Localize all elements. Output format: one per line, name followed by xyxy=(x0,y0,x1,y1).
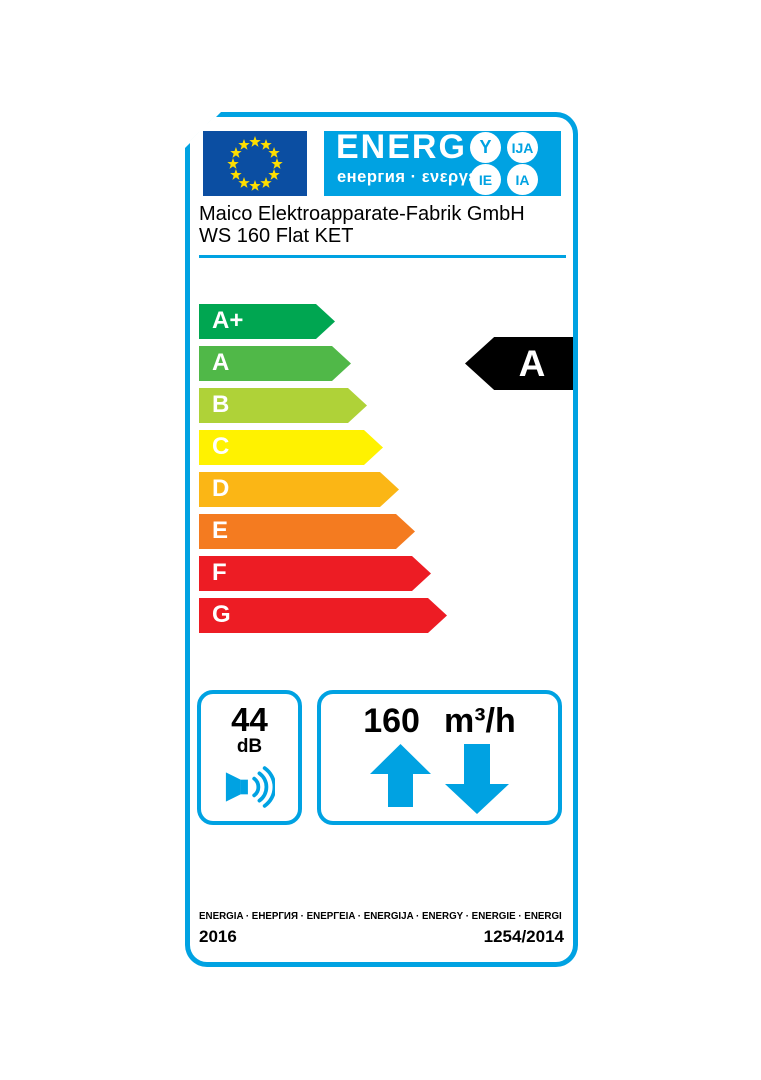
energ-language-badges: Y IJA IE IA xyxy=(470,132,538,195)
footer-year: 2016 xyxy=(199,927,237,946)
header-divider xyxy=(199,255,566,258)
noise-box: 44 dB xyxy=(197,690,302,825)
scale-arrow-C: C xyxy=(199,430,447,465)
badge-ia: IA xyxy=(507,164,538,195)
airflow-box: 160 m³/h xyxy=(317,690,562,825)
airflow-value: 160 xyxy=(363,702,420,740)
energy-label: ENERG енергия · ενεργεια Y IJA IE IA Mai… xyxy=(185,112,578,967)
speaker-icon xyxy=(201,765,298,814)
class-scale: A+ A B C D E F G xyxy=(199,304,447,640)
footer-languages: ENERGIA · ЕНЕРГИЯ · ENEPΓEIA · ENERGIJA … xyxy=(199,910,562,922)
scale-arrow-G: G xyxy=(199,598,447,633)
badge-ie: IE xyxy=(470,164,501,195)
supplier-name: Maico Elektroapparate-Fabrik GmbH xyxy=(199,203,525,225)
energ-logo-subtext: енергия · ενεργεια xyxy=(337,168,493,186)
footer-regulation: 1254/2014 xyxy=(483,927,564,946)
rating-grade: A xyxy=(518,342,546,384)
arrow-up-icon xyxy=(370,744,431,812)
badge-ija: IJA xyxy=(507,132,538,163)
scale-arrow-B: B xyxy=(199,388,447,423)
scale-arrow-D: D xyxy=(199,472,447,507)
model-name: WS 160 Flat KET xyxy=(199,225,354,247)
eu-flag-icon xyxy=(203,131,307,196)
label-header: ENERG енергия · ενεργεια Y IJA IE IA xyxy=(203,128,561,196)
scale-arrow-E: E xyxy=(199,514,447,549)
noise-unit: dB xyxy=(236,736,263,757)
scale-arrow-Aplus: A+ xyxy=(199,304,447,339)
rating-arrow: A xyxy=(465,337,573,390)
airflow-unit: m³/h xyxy=(443,702,516,740)
energ-logo-text: ENERG xyxy=(336,128,467,166)
scale-arrow-A: A xyxy=(199,346,447,381)
scale-arrow-F: F xyxy=(199,556,447,591)
arrow-down-icon xyxy=(445,744,509,819)
noise-value: 44 xyxy=(231,701,268,738)
badge-y: Y xyxy=(470,132,501,163)
energ-logo: ENERG енергия · ενεργεια Y IJA IE IA xyxy=(324,128,561,196)
